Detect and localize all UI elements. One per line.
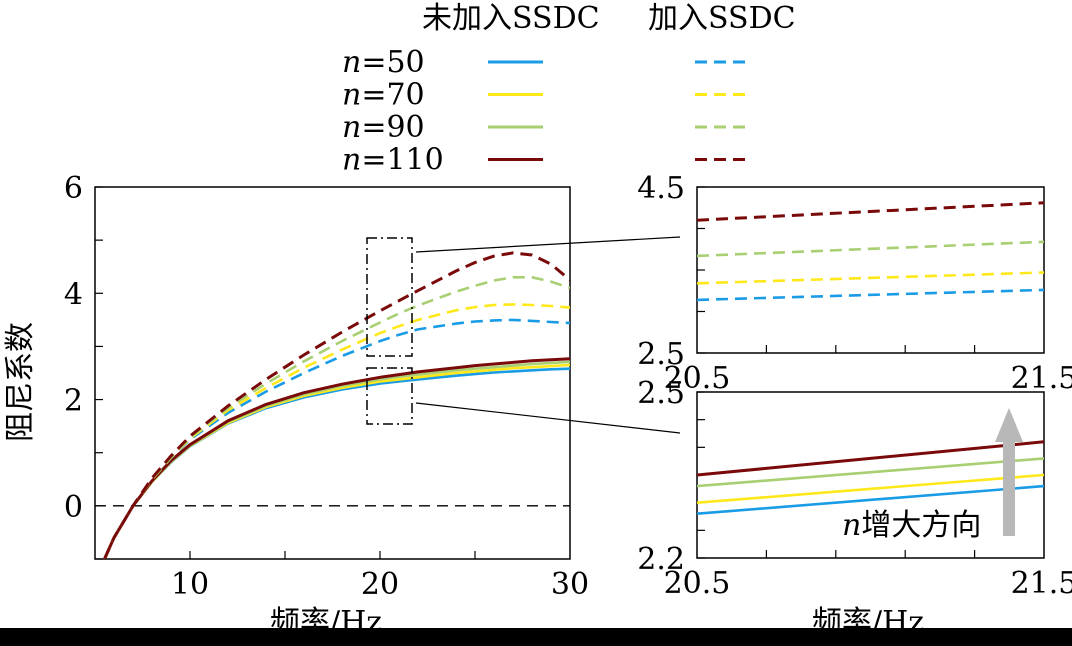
ytick-label: 4 bbox=[64, 277, 83, 312]
series-line-n110-dashed bbox=[103, 251, 570, 559]
zoom-region-lower bbox=[366, 367, 413, 425]
inset-lower-curves bbox=[697, 440, 1044, 515]
connector-upper bbox=[415, 236, 681, 253]
xtick-label: 20.5 bbox=[664, 566, 731, 601]
zoom-region-upper bbox=[366, 237, 413, 357]
series-line-n110-solid bbox=[697, 440, 1044, 477]
arrow-annotation: n增大方向 bbox=[842, 508, 981, 543]
increase-arrow bbox=[995, 408, 1023, 536]
series-line-n90-solid bbox=[697, 457, 1044, 488]
series-line-n50-dashed bbox=[103, 318, 570, 559]
series-line-n110-dashed bbox=[697, 201, 1044, 222]
legend-header-with: 加入SSDC bbox=[648, 1, 796, 36]
ytick-label: 2.2 bbox=[637, 542, 685, 577]
series-line-n50-solid bbox=[697, 484, 1044, 515]
inset-upper-ticks: 2.5 4.5 20.5 21.5 bbox=[637, 171, 1072, 396]
ytick-label: 2.5 bbox=[637, 337, 685, 372]
xtick-label: 21.5 bbox=[1011, 566, 1072, 601]
main-plot-frame bbox=[94, 186, 571, 560]
arrow-shaft bbox=[1003, 440, 1015, 536]
series-line-n90-dashed bbox=[697, 240, 1044, 258]
legend-header-without: 未加入SSDC bbox=[422, 1, 600, 36]
legend-label-n110: n=110 bbox=[342, 143, 444, 178]
xtick-label: 20.5 bbox=[664, 361, 731, 396]
series-line-n50-dashed bbox=[697, 288, 1044, 302]
xtick-label: 30 bbox=[551, 567, 589, 602]
main-curves bbox=[95, 251, 570, 559]
main-ylabel: 阻尼系数 bbox=[3, 322, 38, 442]
series-line-n50-solid bbox=[103, 367, 570, 559]
connector-lower bbox=[415, 402, 681, 434]
main-axis-ticks: 0 2 4 6 10 20 30 bbox=[64, 171, 589, 602]
legend-label-n70: n=70 bbox=[342, 78, 425, 113]
series-line-n70-dashed bbox=[697, 271, 1044, 285]
ytick-label: 0 bbox=[64, 490, 83, 525]
legend-label-n50: n=50 bbox=[342, 45, 425, 80]
arrow-head-icon bbox=[995, 408, 1023, 442]
ytick-label: 4.5 bbox=[637, 171, 685, 206]
xtick-label: 20 bbox=[361, 567, 399, 602]
ytick-label: 2.5 bbox=[637, 376, 685, 411]
xtick-label: 21.5 bbox=[1011, 361, 1072, 396]
legend-label-n90: n=90 bbox=[342, 110, 425, 145]
series-line-n70-solid bbox=[103, 363, 570, 559]
ytick-label: 6 bbox=[64, 171, 83, 206]
inset-upper-curves bbox=[697, 201, 1044, 302]
bottom-border-bar bbox=[0, 628, 1072, 646]
legend: 未加入SSDC 加入SSDC n=50n=70n=90n=110 bbox=[342, 1, 796, 178]
xtick-label: 10 bbox=[171, 567, 209, 602]
ytick-label: 2 bbox=[64, 384, 83, 419]
series-line-n70-solid bbox=[697, 473, 1044, 504]
inset-lower-ticks: 2.2 2.5 20.5 21.5 bbox=[637, 376, 1072, 601]
